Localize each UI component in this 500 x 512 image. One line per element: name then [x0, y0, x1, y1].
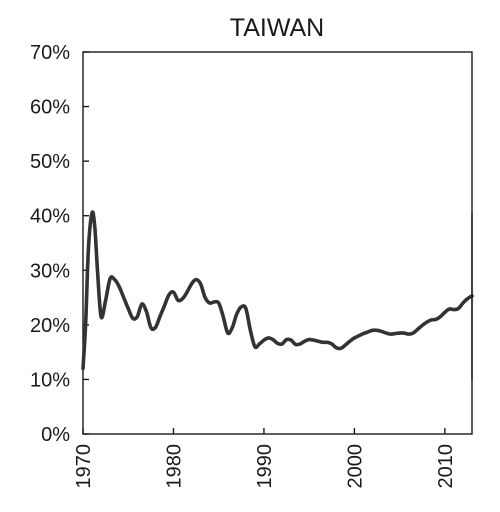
y-axis: 0% 10% 20% 30% 40% 50% 60% 70% — [30, 42, 89, 446]
y-tick-label: 70% — [30, 42, 70, 64]
series-group — [81, 210, 474, 371]
y-tick-label: 30% — [30, 260, 70, 282]
y-tick-label: 20% — [30, 315, 70, 337]
plot-frame — [82, 51, 473, 435]
chart-title: TAIWAN — [230, 14, 324, 42]
y-tick-label: 10% — [30, 369, 70, 391]
x-tick-label: 1990 — [254, 444, 276, 489]
x-axis: 1970 1980 1990 2000 2010 — [73, 428, 457, 489]
x-tick-label: 1980 — [163, 444, 185, 489]
x-tick-label: 2000 — [344, 444, 366, 489]
x-tick-label: 1970 — [73, 444, 95, 489]
series-line — [81, 210, 474, 371]
y-tick-label: 0% — [41, 424, 70, 446]
y-tick-label: 60% — [30, 97, 70, 119]
x-tick-label: 2010 — [435, 444, 457, 489]
y-tick-label: 50% — [30, 151, 70, 173]
y-tick-label: 40% — [30, 206, 70, 228]
